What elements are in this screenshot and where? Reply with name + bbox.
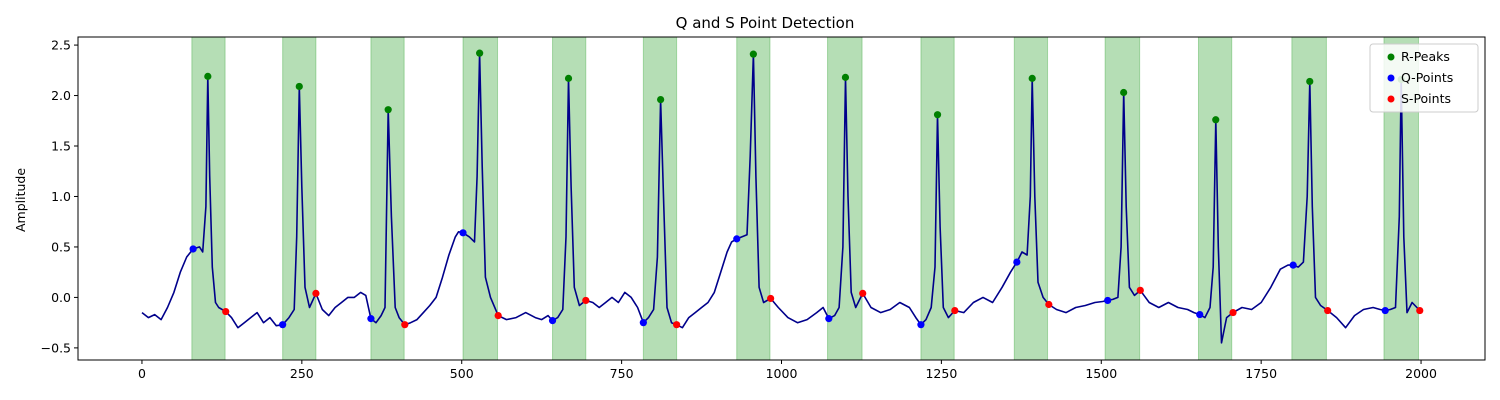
q-point-4 — [548, 317, 557, 325]
s-point-0 — [222, 307, 230, 316]
legend-q-points-label: Q-Points — [1401, 70, 1453, 85]
r-peak-point-12 — [1306, 77, 1314, 86]
y-tick-label-0: −0.5 — [41, 340, 71, 355]
s-point-2 — [401, 321, 409, 329]
x-tick-label-7: 1750 — [1245, 366, 1277, 381]
q-point-7 — [825, 315, 833, 323]
r-peak-point-4 — [564, 74, 573, 82]
legend-r-peaks-marker — [1387, 53, 1395, 61]
y-axis-label: Amplitude — [13, 168, 28, 232]
q-point-1 — [279, 321, 287, 329]
r-peak-point-1 — [295, 82, 303, 91]
s-point-10 — [1136, 286, 1144, 294]
q-point-11 — [1196, 310, 1204, 319]
x-tick-label-5: 1250 — [925, 366, 957, 381]
x-tick-label-0: 0 — [138, 366, 146, 381]
legend: R-Peaks Q-Points S-Points — [1369, 43, 1479, 113]
x-tick-label-1: 250 — [290, 366, 314, 381]
r-peak-point-6 — [749, 50, 757, 58]
s-point-5 — [673, 321, 681, 329]
s-point-8 — [951, 306, 959, 315]
s-point-6 — [767, 294, 775, 303]
r-peak-point-2 — [384, 106, 392, 114]
x-tick-label-8: 2000 — [1405, 366, 1437, 381]
r-peak-point-11 — [1212, 116, 1220, 124]
x-tick-label-4: 1000 — [766, 366, 798, 381]
shaded-region-8 — [920, 36, 955, 361]
q-point-12 — [1289, 261, 1297, 269]
s-point-12 — [1324, 306, 1332, 315]
y-tick-label-1: 0.0 — [51, 290, 71, 305]
legend-s-points-label: S-Points — [1401, 91, 1451, 106]
q-point-2 — [367, 315, 375, 323]
y-tick-label-4: 1.5 — [51, 139, 71, 154]
x-tick-label-6: 1500 — [1085, 366, 1117, 381]
x-tick-label-2: 500 — [450, 366, 474, 381]
x-tick-label-3: 750 — [610, 366, 634, 381]
detected-points — [189, 49, 1424, 329]
q-point-9 — [1013, 258, 1021, 266]
r-peak-point-9 — [1028, 74, 1036, 82]
shaded-regions — [191, 36, 1419, 361]
chart-title: Q and S Point Detection — [676, 14, 855, 32]
s-point-3 — [494, 311, 502, 320]
y-axis: −0.5 0.0 0.5 1.0 1.5 2.0 2.5 — [41, 38, 78, 355]
legend-box — [1369, 43, 1479, 113]
s-point-1 — [312, 289, 320, 297]
legend-s-points-marker — [1387, 95, 1395, 103]
q-point-0 — [189, 245, 197, 253]
r-peak-point-8 — [933, 111, 942, 119]
ecg-signal — [141, 52, 1421, 344]
y-tick-label-6: 2.5 — [51, 38, 71, 53]
s-point-9 — [1045, 300, 1053, 309]
q-point-6 — [733, 235, 741, 243]
s-point-4 — [582, 296, 590, 305]
legend-r-peaks-label: R-Peaks — [1401, 49, 1450, 64]
q-point-10 — [1104, 296, 1112, 305]
q-point-13 — [1381, 306, 1389, 315]
y-tick-label-3: 1.0 — [51, 189, 71, 204]
s-point-11 — [1229, 308, 1237, 317]
y-tick-label-5: 2.0 — [51, 88, 71, 103]
r-peak-point-3 — [476, 49, 484, 57]
q-point-5 — [639, 319, 647, 327]
r-peak-point-0 — [204, 72, 212, 80]
signal-line-0 — [141, 52, 1421, 344]
r-peak-point-10 — [1120, 88, 1128, 97]
r-peak-point-7 — [841, 73, 850, 81]
q-point-3 — [459, 229, 467, 237]
legend-q-points-marker — [1387, 74, 1395, 82]
x-axis: 0 250 500 750 1000 1250 1500 1750 2000 — [138, 360, 1437, 381]
y-tick-label-2: 0.5 — [51, 239, 71, 254]
q-point-8 — [917, 321, 925, 329]
s-point-7 — [859, 289, 867, 297]
shaded-region-5 — [642, 36, 678, 361]
s-point-13 — [1416, 306, 1424, 315]
r-peak-point-5 — [657, 95, 665, 104]
